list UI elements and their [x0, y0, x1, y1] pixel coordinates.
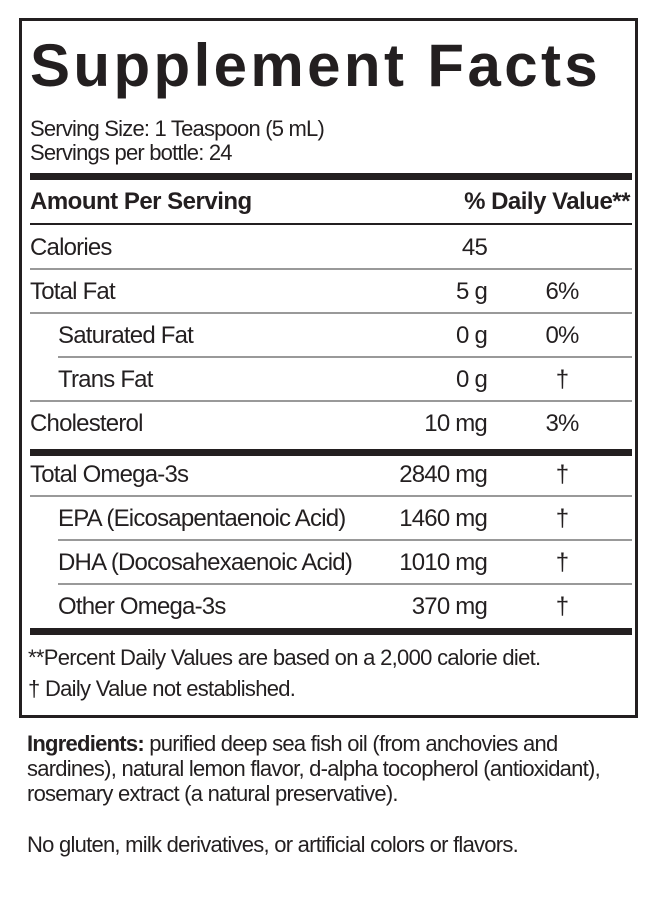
nutrient-amount: 370 mg: [411, 593, 488, 620]
nutrient-amount: 0 g: [456, 322, 488, 349]
nutrient-dv: †: [555, 505, 569, 532]
nutrient-label: Saturated Fat: [58, 322, 194, 349]
nutrient-amount: 1010 mg: [399, 549, 488, 576]
divider-thick: [30, 628, 632, 635]
row-divider: [58, 583, 632, 585]
nutrient-label: Trans Fat: [58, 366, 153, 393]
nutrient-row: Cholesterol 10 mg 3%: [30, 402, 632, 446]
nutrient-label: DHA (Docosahexaenoic Acid): [58, 549, 353, 576]
row-divider: [30, 312, 632, 314]
divider-thick: [30, 449, 632, 456]
nutrient-row: EPA (Eicosapentaenoic Acid) 1460 mg †: [30, 497, 632, 541]
nutrient-amount: 0 g: [456, 366, 488, 393]
row-divider: [30, 268, 632, 270]
nutrient-label: Total Fat: [30, 278, 116, 305]
row-divider: [30, 400, 632, 402]
nutrient-dv: †: [555, 549, 569, 576]
panel-title: Supplement Facts: [30, 32, 602, 99]
nutrient-row: DHA (Docosahexaenoic Acid) 1010 mg †: [30, 541, 632, 585]
nutrient-dv: †: [555, 593, 569, 620]
nutrient-label: Total Omega-3s: [30, 461, 189, 488]
daily-value-header: % Daily Value**: [464, 188, 630, 215]
amount-per-serving-header: Amount Per Serving: [30, 188, 252, 215]
footnote-not-established: † Daily Value not established.: [28, 676, 296, 701]
row-divider: [58, 356, 632, 358]
nutrient-row: Saturated Fat 0 g 0%: [30, 314, 632, 358]
divider: [30, 223, 632, 225]
nutrient-amount: 5 g: [456, 278, 488, 305]
nutrient-row: Calories 45: [30, 226, 632, 270]
ingredients: Ingredients: purified deep sea fish oil …: [27, 731, 637, 806]
nutrient-dv: 6%: [545, 278, 579, 305]
nutrient-dv: †: [555, 366, 569, 393]
row-divider: [30, 495, 632, 497]
supplement-facts-panel: Supplement Facts Serving Size: 1 Teaspoo…: [19, 18, 638, 718]
nutrient-amount: 1460 mg: [399, 505, 488, 532]
nutrient-label: Cholesterol: [30, 410, 143, 437]
nutrient-row: Total Omega-3s 2840 mg †: [30, 453, 632, 497]
nutrient-dv: 3%: [545, 410, 579, 437]
nutrient-label: Other Omega-3s: [58, 593, 226, 620]
ingredients-label: Ingredients:: [27, 731, 145, 756]
nutrient-label: Calories: [30, 234, 112, 261]
footnote-daily-values: **Percent Daily Values are based on a 2,…: [28, 645, 541, 670]
nutrient-dv: 0%: [545, 322, 579, 349]
serving-size: Serving Size: 1 Teaspoon (5 mL): [30, 116, 325, 141]
ingredients-text: purified deep sea fish oil (from anchovi…: [27, 731, 601, 806]
divider-thick: [30, 173, 632, 180]
allergen-note: No gluten, milk derivatives, or artifici…: [27, 832, 519, 857]
nutrient-row: Trans Fat 0 g †: [30, 358, 632, 402]
servings-per-container: Servings per bottle: 24: [30, 140, 233, 165]
column-header: Amount Per Serving % Daily Value**: [30, 187, 630, 217]
nutrient-dv: †: [555, 461, 569, 488]
nutrient-amount: 10 mg: [424, 410, 488, 437]
nutrient-amount: 2840 mg: [399, 461, 488, 488]
nutrient-row: Other Omega-3s 370 mg †: [30, 585, 632, 629]
nutrient-row: Total Fat 5 g 6%: [30, 270, 632, 314]
row-divider: [58, 539, 632, 541]
nutrient-amount: 45: [461, 234, 488, 261]
nutrient-label: EPA (Eicosapentaenoic Acid): [58, 505, 346, 532]
